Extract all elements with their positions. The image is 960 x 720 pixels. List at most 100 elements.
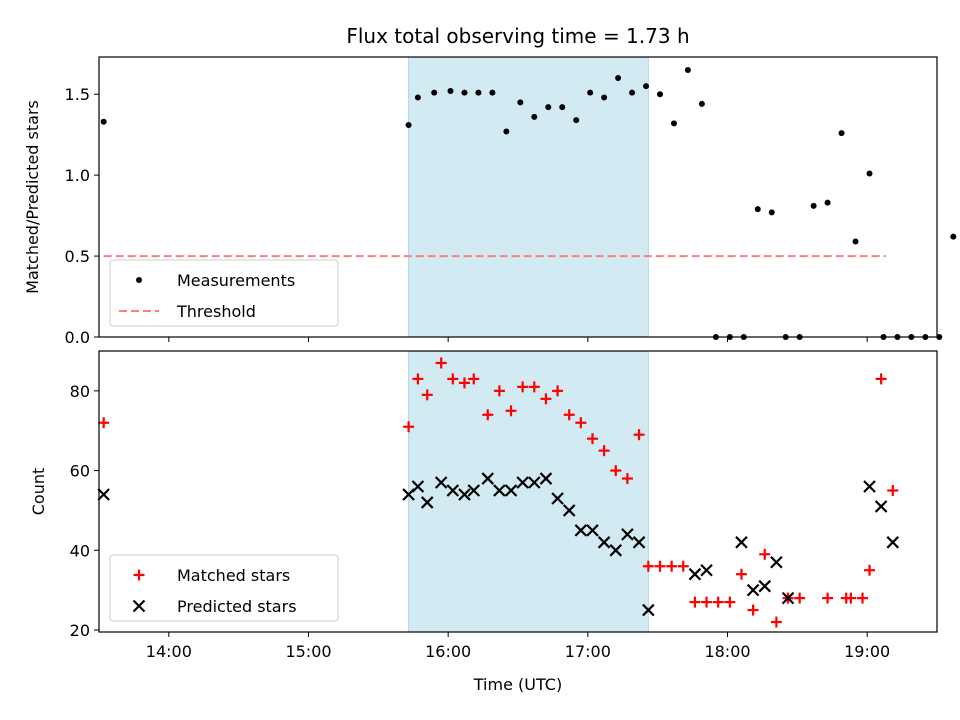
y-tick-label: 1.5: [65, 85, 90, 104]
predicted-star-mark-b: [562, 504, 576, 517]
x-tick-label: 16:00: [425, 642, 471, 661]
y-tick-label: 80: [70, 382, 90, 401]
predicted-star-mark: [562, 504, 576, 517]
measurement-point: [684, 66, 691, 73]
measurement-point: [414, 94, 421, 101]
measurement-point: [431, 89, 438, 96]
measurement-point: [838, 130, 845, 137]
y-tick-label: 0.5: [65, 247, 90, 266]
matched-star-mark: [528, 381, 540, 393]
predicted-star-mark-b: [597, 536, 611, 549]
predicted-star-mark-b: [621, 528, 634, 541]
matched-star-mark: [845, 592, 857, 604]
measurement-point: [643, 83, 650, 90]
x-tick-label: 14:00: [146, 642, 192, 661]
predicted-star-mark: [434, 476, 448, 489]
top-panel: 0.0 0.5 1.0 1.5 Matched/Predicted stars Mea…: [23, 56, 957, 347]
predicted-star-mark: [458, 488, 471, 501]
measurement-point: [447, 87, 454, 94]
matched-star-mark: [621, 473, 633, 485]
predicted-star-mark: [632, 536, 646, 549]
top-y-axis-label: Matched/Predicted stars: [23, 100, 42, 294]
predicted-star-mark-b: [874, 500, 888, 513]
predicted-star-mark-b: [420, 496, 434, 509]
y-tick-label: 60: [70, 462, 90, 481]
measurement-point: [559, 104, 566, 111]
x-tick-label: 15:00: [285, 642, 331, 661]
predicted-star-mark-b: [746, 583, 760, 597]
measurement-point: [866, 170, 873, 177]
predicted-star-mark: [539, 472, 553, 485]
measurement-point: [810, 202, 817, 209]
predicted-star-mark: [609, 544, 623, 557]
measurement-point: [656, 91, 663, 98]
matched-star-mark: [493, 385, 505, 397]
predicted-star-mark-b: [735, 536, 748, 549]
measurement-point: [698, 100, 705, 107]
predicted-star-mark-b: [528, 476, 541, 489]
matched-star-mark: [735, 568, 747, 580]
matched-star-mark: [552, 385, 564, 397]
legend-matched-key: [133, 569, 145, 581]
measurement-point: [100, 118, 107, 125]
legend-label: Threshold: [176, 302, 256, 321]
matched-star-mark: [505, 405, 517, 417]
matched-star-mark: [468, 373, 480, 385]
matched-star-mark: [586, 433, 598, 445]
observing-window-shade-top: [408, 56, 649, 338]
matched-star-mark: [447, 373, 459, 385]
matched-star-mark: [575, 417, 587, 429]
y-tick-label: 40: [70, 541, 90, 560]
measurement-point: [629, 89, 636, 96]
predicted-star-mark-b: [758, 579, 772, 593]
predicted-star-mark-b: [516, 476, 529, 489]
matched-star-mark: [563, 409, 575, 421]
matched-star-mark: [98, 417, 110, 429]
measurement-point: [405, 121, 412, 128]
predicted-star-mark-b: [886, 536, 900, 549]
matched-star-mark: [540, 393, 552, 405]
matched-star-mark: [822, 592, 834, 604]
predicted-star-mark-b: [863, 480, 876, 493]
measurement-point: [615, 75, 622, 82]
predicted-star-mark-b: [586, 524, 599, 537]
predicted-star-mark-b: [642, 603, 655, 617]
predicted-star-mark: [688, 567, 702, 581]
predicted-star-mark-b: [700, 563, 713, 577]
predicted-star-mark: [574, 524, 588, 537]
predicted-star-mark: [621, 528, 634, 541]
matched-star-mark: [701, 596, 713, 608]
measurement-point: [475, 89, 482, 96]
predicted-star-mark: [758, 579, 772, 593]
matched-star-mark: [598, 445, 610, 457]
matched-star-mark: [863, 564, 875, 576]
predicted-star-mark-b: [458, 488, 471, 501]
measurement-point: [824, 199, 831, 206]
measurement-point: [768, 209, 775, 216]
predicted-star-mark: [586, 524, 599, 537]
matched-star-mark: [794, 592, 806, 604]
measurement-point: [545, 104, 552, 111]
predicted-star-mark-b: [434, 476, 448, 489]
predicted-star-mark-b: [574, 524, 588, 537]
matched-star-mark: [610, 465, 622, 477]
observing-window-shade-bottom: [408, 350, 649, 633]
y-tick-label: 1.0: [65, 166, 90, 185]
predicted-star-mark: [746, 583, 760, 597]
predicted-star-mark-b: [411, 480, 425, 493]
matched-star-mark: [412, 373, 424, 385]
legend-box: [109, 259, 339, 327]
x-tick-label: 18:00: [704, 642, 750, 661]
matched-star-mark: [435, 357, 447, 369]
matched-star-mark: [642, 560, 654, 572]
matched-star-mark: [747, 604, 759, 616]
matched-star-mark: [759, 548, 771, 560]
legend-predicted-key: [132, 599, 146, 613]
predicted-star-mark-b: [781, 591, 795, 605]
predicted-star-mark: [781, 591, 795, 605]
matched-star-mark: [770, 616, 782, 628]
predicted-star-mark: [420, 496, 434, 509]
predicted-star-mark: [97, 488, 110, 501]
predicted-star-mark: [597, 536, 611, 549]
